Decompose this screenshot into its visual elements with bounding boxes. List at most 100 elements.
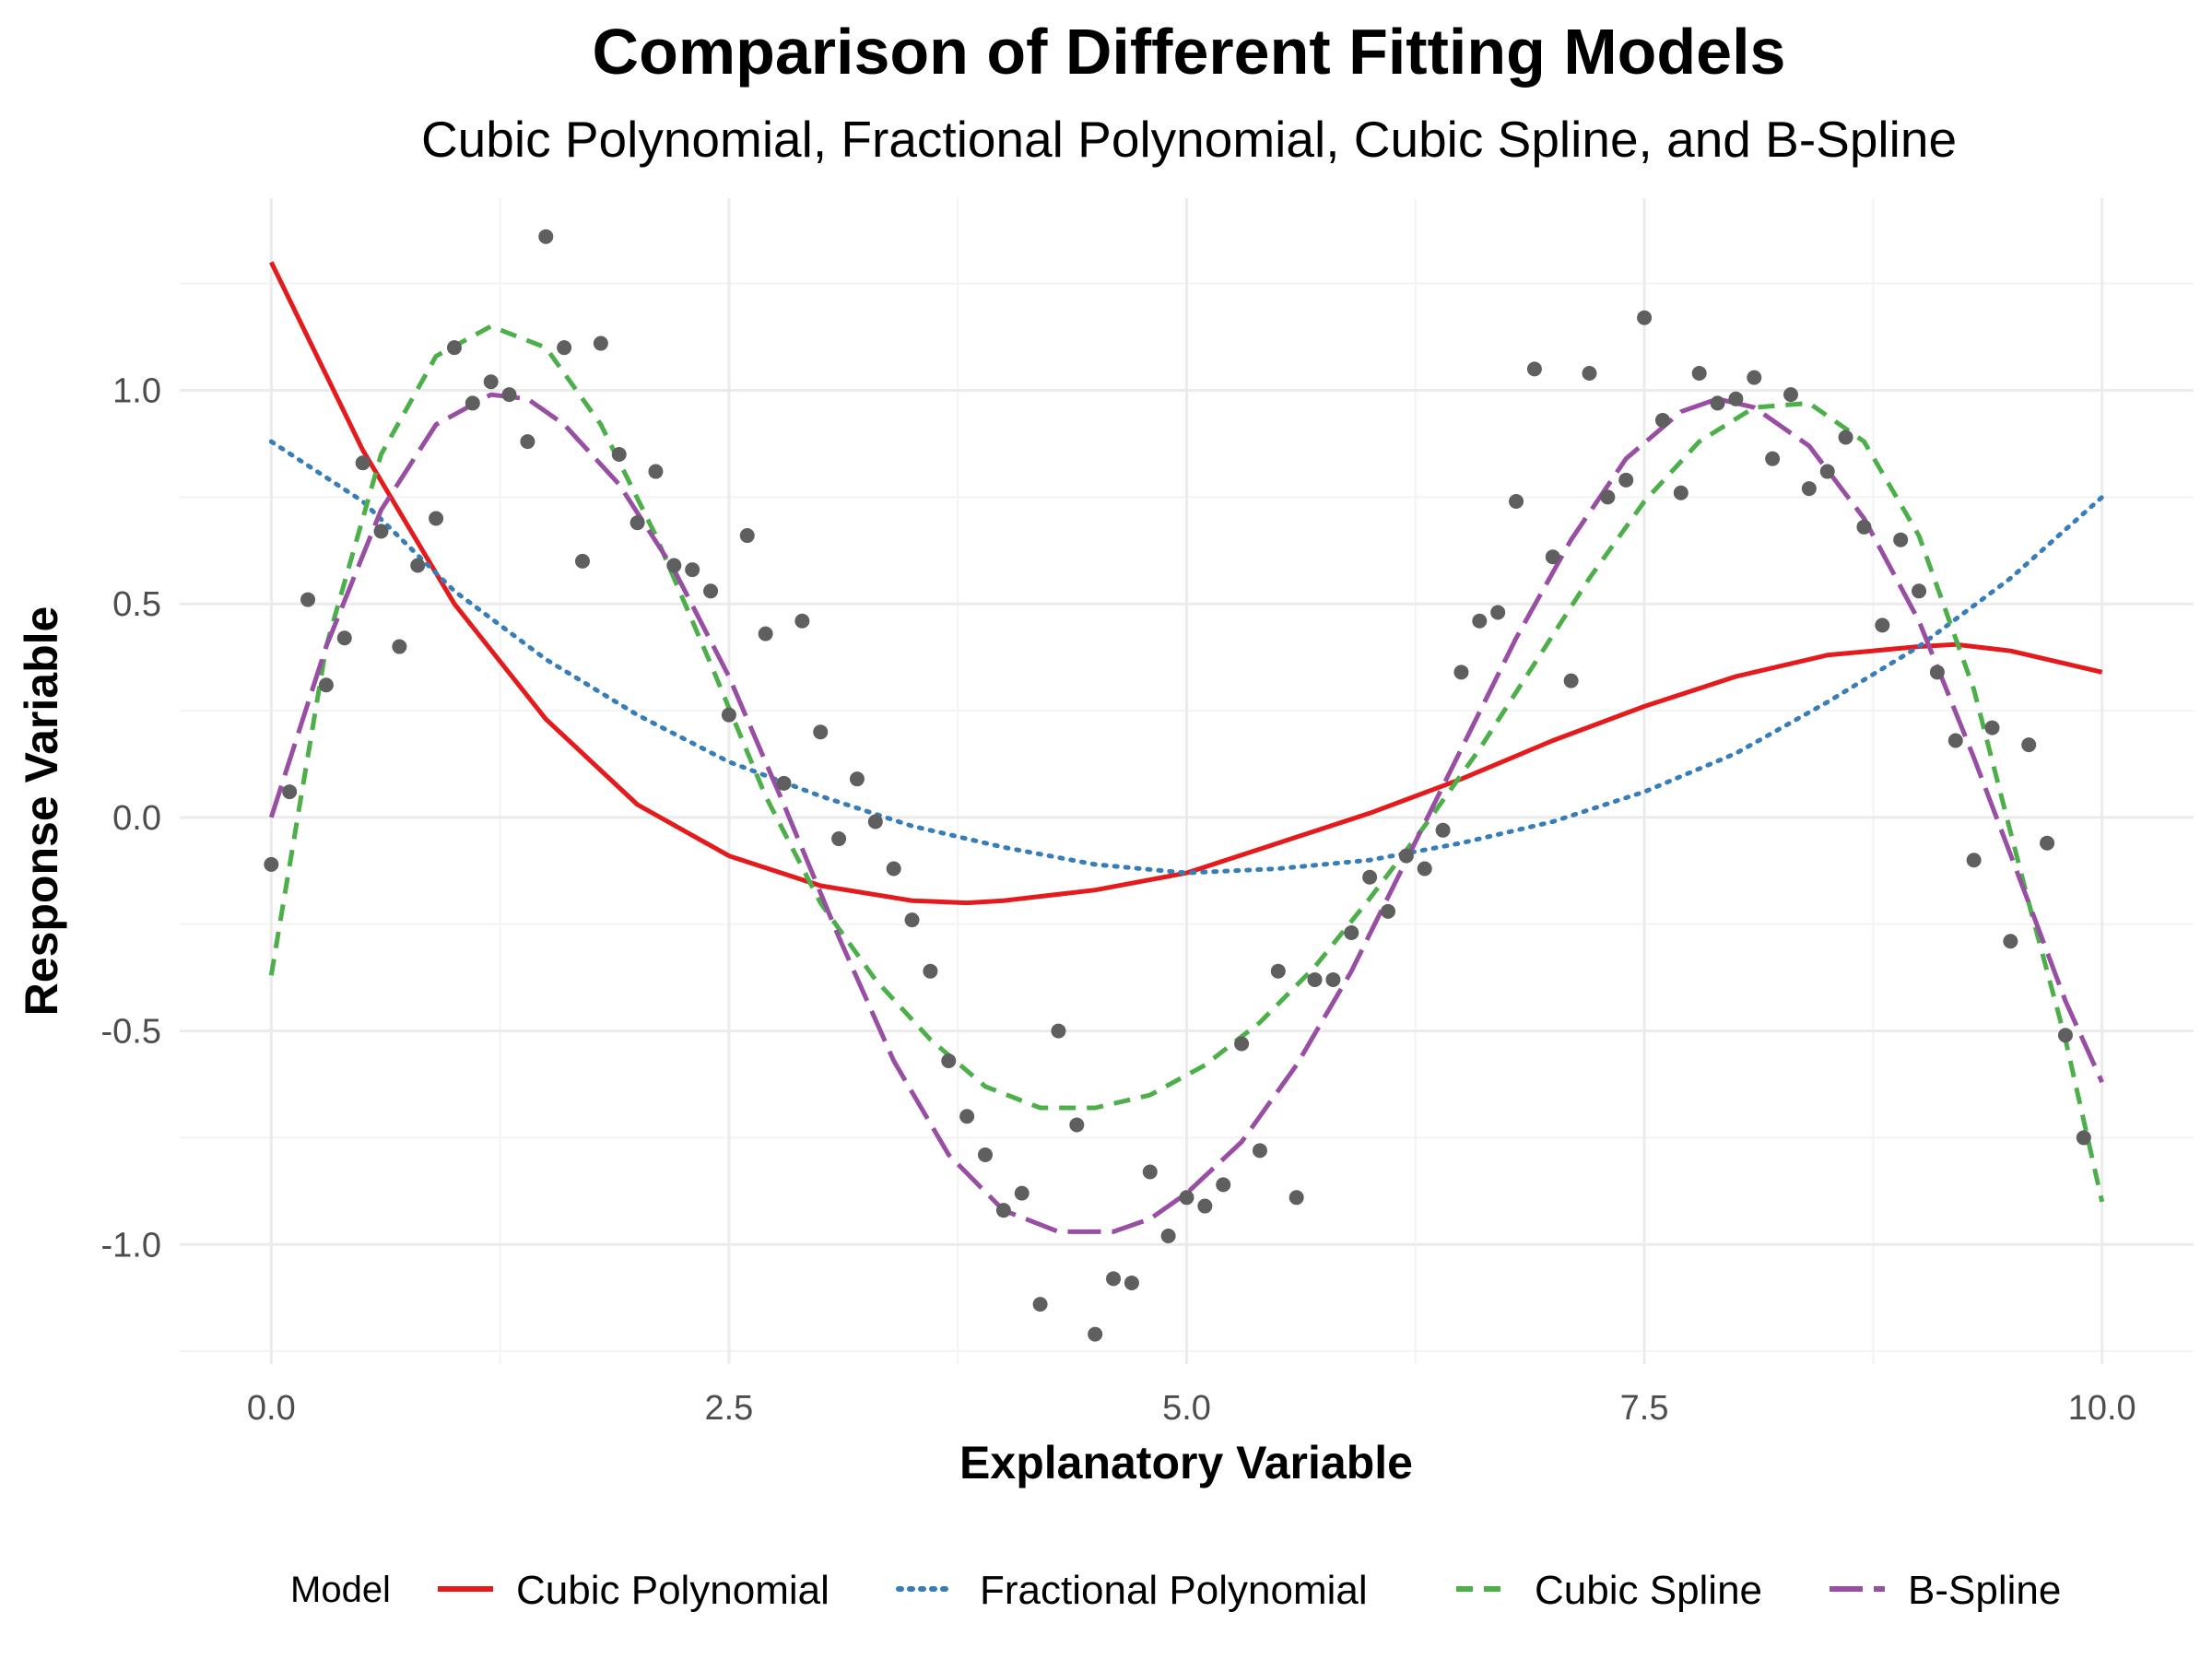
data-point <box>1838 429 1853 445</box>
data-point <box>1381 903 1395 919</box>
grid-lines <box>180 198 2194 1364</box>
data-point <box>392 639 407 654</box>
data-point <box>1288 1190 1304 1206</box>
data-point <box>264 856 279 872</box>
data-point <box>1710 395 1725 411</box>
data-point <box>1509 493 1524 509</box>
data-point <box>1545 549 1560 565</box>
data-point <box>703 583 719 599</box>
data-point <box>923 963 938 979</box>
chart-subtitle: Cubic Polynomial, Fractional Polynomial,… <box>421 111 1957 168</box>
data-point <box>1747 370 1762 385</box>
x-tick-label: 0.0 <box>247 1389 296 1428</box>
data-point <box>831 831 847 847</box>
data-point <box>2076 1130 2091 1146</box>
data-point <box>1014 1185 1030 1201</box>
data-point <box>794 613 810 629</box>
legend-title: Model <box>290 1570 391 1610</box>
data-point <box>739 528 755 544</box>
data-point <box>1526 361 1542 377</box>
data-point <box>1490 605 1506 620</box>
data-point <box>336 630 352 646</box>
data-point <box>1197 1198 1213 1214</box>
legend-label-cubic-spline: Cubic Spline <box>1535 1568 1762 1613</box>
data-point <box>465 395 480 411</box>
data-point <box>1160 1228 1176 1243</box>
data-point <box>904 912 920 928</box>
y-axis-ticks: -1.0 -0.5 0.0 0.5 1.0 <box>101 372 161 1265</box>
data-point <box>2057 1028 2073 1043</box>
data-point <box>1929 665 1945 680</box>
legend-label-b-spline: B-Spline <box>1908 1568 2061 1613</box>
data-point <box>501 387 517 403</box>
y-tick-label: 0.0 <box>112 799 161 838</box>
legend-label-fractional-polynomial: Fractional Polynomial <box>980 1568 1368 1613</box>
data-point <box>1618 472 1634 488</box>
data-point <box>1216 1177 1231 1193</box>
data-point <box>1307 971 1323 987</box>
data-point <box>1435 822 1451 838</box>
data-point <box>776 775 792 791</box>
data-point <box>557 340 572 356</box>
data-point <box>1032 1297 1048 1312</box>
data-point <box>300 592 316 607</box>
data-point <box>1728 391 1744 406</box>
x-tick-label: 7.5 <box>1620 1389 1669 1428</box>
data-point <box>1179 1190 1194 1206</box>
data-point <box>1783 387 1798 403</box>
data-point <box>2040 835 2055 851</box>
y-tick-label: 0.5 <box>112 585 161 624</box>
data-point <box>1453 665 1469 680</box>
data-point <box>685 562 700 578</box>
x-tick-label: 5.0 <box>1162 1389 1211 1428</box>
data-point <box>282 784 298 800</box>
data-point <box>373 524 389 539</box>
data-point <box>355 455 371 471</box>
x-axis-title: Explanatory Variable <box>959 1437 1413 1488</box>
data-point <box>666 558 682 573</box>
data-point <box>648 464 664 479</box>
series-line-fractional-polynomial <box>268 439 2105 876</box>
data-point <box>1893 532 1909 547</box>
data-point <box>867 814 883 830</box>
chart-title: Comparison of Different Fitting Models <box>593 16 1786 88</box>
data-point <box>1325 971 1341 987</box>
series-line-cubic-spline <box>268 324 2105 1203</box>
data-point <box>629 515 645 531</box>
data-point <box>1362 869 1378 885</box>
data-point <box>1344 924 1359 940</box>
data-point <box>483 374 499 390</box>
data-point <box>2021 737 2037 753</box>
data-point <box>1106 1271 1122 1287</box>
data-point <box>446 340 462 356</box>
data-point <box>538 229 554 244</box>
data-point <box>1600 489 1616 505</box>
data-point <box>758 626 773 641</box>
y-axis-title: Response Variable <box>16 606 67 1017</box>
data-point <box>1765 451 1781 466</box>
data-point <box>1417 861 1432 877</box>
data-point <box>1142 1164 1158 1180</box>
data-point <box>721 707 736 723</box>
series-line-cubic-polynomial <box>269 261 2103 906</box>
y-tick-label: -0.5 <box>101 1013 161 1052</box>
x-tick-label: 2.5 <box>704 1389 753 1428</box>
series-layer <box>268 261 2105 1234</box>
data-point <box>1856 519 1872 535</box>
data-point <box>1563 673 1579 688</box>
data-point <box>1088 1326 1103 1342</box>
data-point <box>1398 848 1414 864</box>
data-point <box>1069 1117 1085 1133</box>
data-point <box>1472 613 1488 629</box>
data-point <box>611 447 627 463</box>
legend-label-cubic-polynomial: Cubic Polynomial <box>516 1568 830 1613</box>
data-point <box>1966 853 1982 868</box>
data-point <box>520 434 535 450</box>
data-point <box>1819 464 1835 479</box>
data-point <box>1051 1023 1066 1039</box>
data-point <box>1270 963 1286 979</box>
data-point <box>1912 583 1927 599</box>
